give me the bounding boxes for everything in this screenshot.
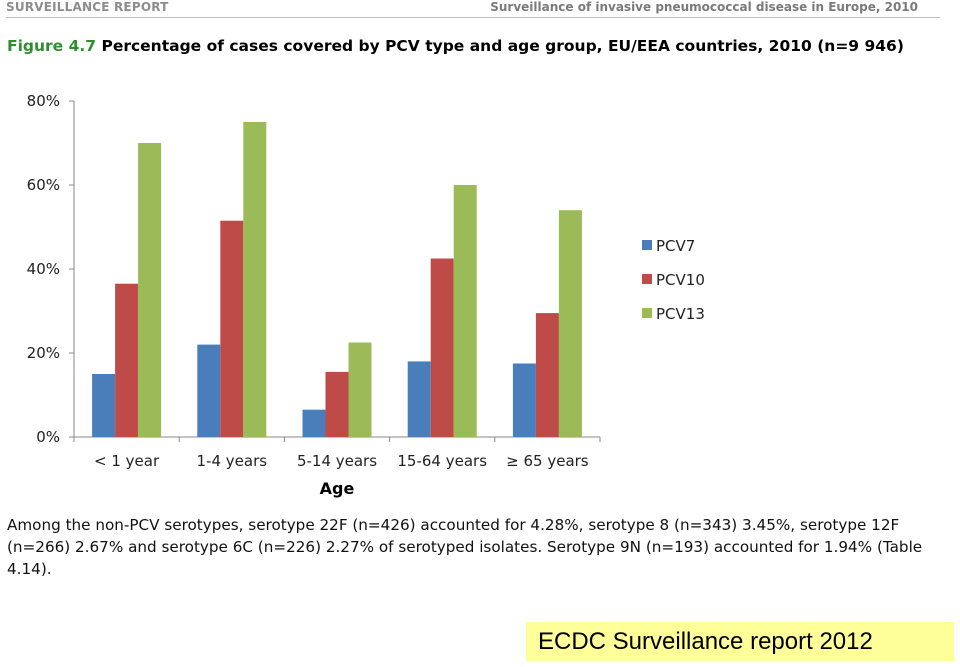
report-header-left: SURVEILLANCE REPORT: [6, 0, 169, 14]
figure-title: Figure 4.7 Percentage of cases covered b…: [7, 37, 904, 55]
y-tick-label: 40%: [27, 260, 60, 278]
bar-pcv7: [197, 344, 221, 437]
bar-pcv7: [512, 363, 536, 437]
bar-chart: 0% 20% 40% 60% 80% < 1 year 1-4 years 5-14 year…: [27, 92, 705, 498]
bar-pcv10: [535, 313, 559, 437]
y-tick-label: 20%: [27, 344, 60, 362]
x-tick-label: ≥ 65 years: [506, 452, 589, 470]
x-tick-label: 1-4 years: [197, 452, 268, 470]
legend-label-pcv7: PCV7: [656, 237, 695, 255]
legend-swatch-pcv10: [642, 274, 652, 284]
legend-label-pcv10: PCV10: [656, 271, 705, 289]
y-tick-label: 60%: [27, 176, 60, 194]
x-tick-label: 5-14 years: [297, 452, 377, 470]
caption-box: ECDC Surveillance report 2012: [526, 622, 954, 661]
header-divider: [6, 17, 940, 18]
y-tick-label: 0%: [36, 428, 60, 446]
bar-pcv13: [243, 122, 267, 437]
report-header-right: Surveillance of invasive pneumococcal di…: [490, 0, 918, 14]
x-axis-title: Age: [320, 479, 355, 498]
bar-pcv7: [92, 374, 116, 437]
bar-pcv13: [558, 210, 582, 437]
y-tick-label: 80%: [27, 92, 60, 110]
bar-pcv13: [138, 143, 162, 437]
bar-pcv10: [220, 220, 244, 437]
bar-pcv10: [115, 283, 139, 437]
legend-swatch-pcv13: [642, 308, 652, 318]
caption-text: ECDC Surveillance report 2012: [538, 628, 873, 655]
legend-label-pcv13: PCV13: [656, 305, 705, 323]
bar-pcv10: [430, 258, 454, 437]
figure-number: Figure 4.7: [7, 37, 97, 55]
bar-pcv13: [453, 185, 477, 437]
x-tick-label: 15-64 years: [397, 452, 487, 470]
x-tick-label: < 1 year: [94, 452, 160, 470]
body-paragraph: Among the non-PCV serotypes, serotype 22…: [7, 516, 923, 578]
bar-pcv7: [302, 409, 326, 437]
bar-pcv10: [325, 371, 349, 437]
bar-pcv13: [348, 342, 372, 437]
legend-swatch-pcv7: [642, 240, 652, 250]
bar-pcv7: [407, 361, 431, 437]
figure-title-text: Percentage of cases covered by PCV type …: [101, 37, 904, 55]
